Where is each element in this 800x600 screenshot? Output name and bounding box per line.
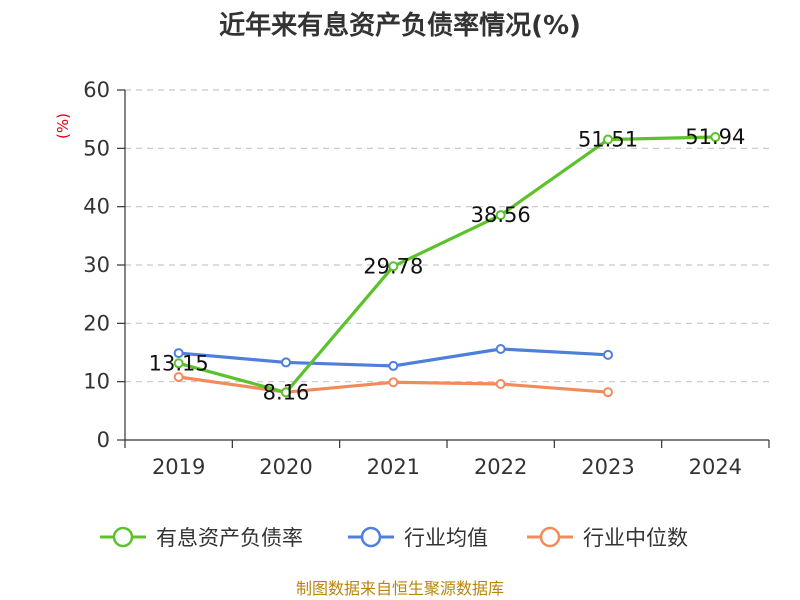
legend-marker-icon [360,526,382,548]
series-layer [173,132,721,398]
legend-marker-icon [539,526,561,548]
data-point [388,377,399,388]
data-label: 51.94 [685,125,745,149]
data-point [281,387,291,398]
x-tick-label: 2021 [367,455,420,479]
data-label: 38.56 [471,203,531,227]
y-tick-label: 10 [83,370,110,394]
y-tick-label: 60 [83,78,110,102]
chart-title: 近年来有息资产负债率情况(%) [219,10,581,41]
data-point [173,372,184,382]
data-point [603,134,613,145]
x-tick-label: 2024 [689,455,742,479]
legend: 有息资产负债率 行业均值 行业中位数 [100,526,688,550]
data-point [173,348,184,359]
data-label: 51.51 [578,128,638,152]
data-point [388,360,399,371]
data-label: 29.78 [363,254,423,278]
source-note: 制图数据来自恒生聚源数据库 [296,579,504,598]
legend-item[interactable]: 有息资产负债率 [100,526,303,550]
y-tick-label: 40 [83,195,110,219]
gridlines [125,89,769,383]
data-point [495,344,506,354]
y-tick-label: 50 [83,136,110,160]
legend-label: 有息资产负债率 [156,526,303,550]
x-tick-label: 2019 [152,455,205,479]
data-label: 8.16 [263,380,310,404]
x-tick-label: 2023 [581,455,634,479]
data-point [603,349,613,360]
data-point [388,261,399,272]
legend-item[interactable]: 行业中位数 [527,526,688,550]
data-point [173,358,184,369]
data-labels: 13.15 8.16 29.78 38.56 51.51 51.94 [149,125,746,404]
y-tick-label: 0 [97,428,110,452]
series-line [178,135,716,394]
legend-label: 行业均值 [404,526,488,550]
data-point [710,132,721,143]
legend-marker-icon [112,526,134,548]
data-point [495,379,506,389]
data-point [495,210,506,221]
data-point [281,357,291,368]
y-axis-unit-label: (%) [54,113,72,139]
y-tick-label: 30 [83,253,110,277]
x-tick-label: 2020 [259,455,312,479]
legend-item[interactable]: 行业均值 [348,526,488,550]
data-point [603,387,613,398]
x-tick-label: 2022 [474,455,527,479]
y-tick-label: 20 [83,311,110,335]
axes: 0 10 20 30 40 50 60 2019 2020 2021 2022 2023 2024 [83,78,770,479]
data-label: 13.15 [149,351,209,375]
legend-label: 行业中位数 [583,526,688,550]
